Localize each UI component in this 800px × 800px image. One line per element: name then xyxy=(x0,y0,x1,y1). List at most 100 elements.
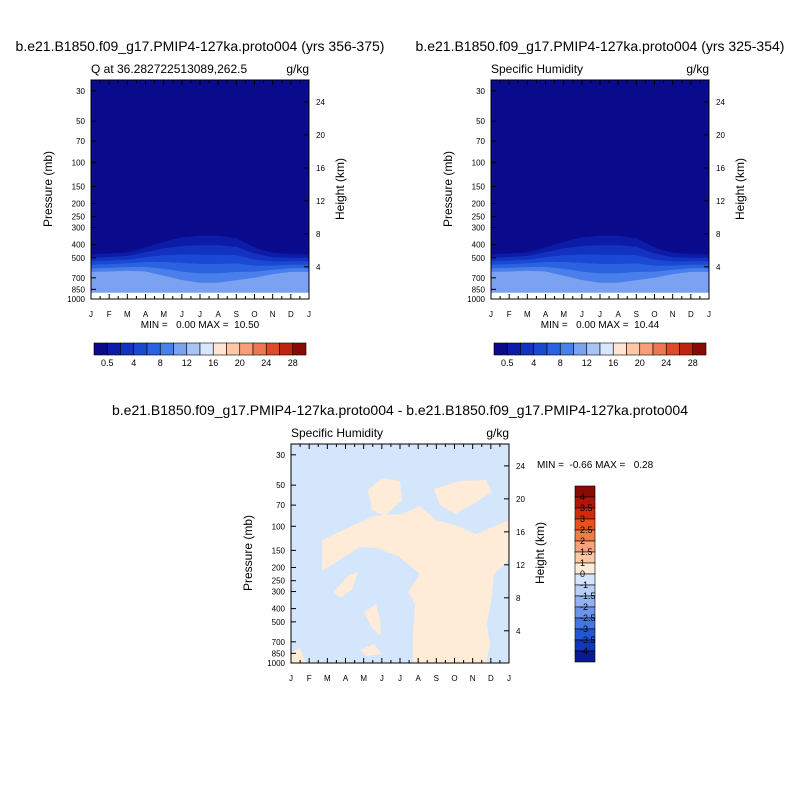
x-tick-label: M xyxy=(324,674,331,683)
colorbar-label: -2.5 xyxy=(580,613,596,623)
x-tick-label: O xyxy=(451,674,457,683)
colorbar-label: 0 xyxy=(580,569,585,579)
panel-3-left-label: Specific Humidity xyxy=(291,426,383,440)
colorbar-box xyxy=(612,342,627,356)
y-tick-label: 70 xyxy=(476,137,485,146)
x-tick-label: S xyxy=(634,310,639,319)
y-tick-label: 300 xyxy=(72,224,86,233)
colorbar-label: 4 xyxy=(131,358,136,368)
y-tick-label: 200 xyxy=(472,199,486,208)
y-tick-label: 850 xyxy=(472,285,486,294)
colorbar-label: -1.5 xyxy=(580,591,596,601)
y-tick-label: 250 xyxy=(272,577,286,586)
x-tick-label: S xyxy=(434,674,439,683)
colorbar-label: -3 xyxy=(580,624,588,634)
height-tick-label: 16 xyxy=(316,164,325,173)
contour-band xyxy=(491,270,709,294)
colorbar-label: 3 xyxy=(580,514,585,524)
x-tick-label: M xyxy=(160,310,167,319)
panel-3-colorbar: 43.532.521.510-1-1.5-2-2.5-3-3.5-4 xyxy=(574,485,596,663)
diff-positive-region xyxy=(434,480,492,514)
height-tick-label: 24 xyxy=(516,462,525,471)
colorbar-label: 24 xyxy=(661,358,671,368)
x-tick-label: J xyxy=(89,310,93,319)
y-tick-label: 30 xyxy=(476,87,485,96)
diff-positive-region xyxy=(360,644,382,656)
colorbar-box xyxy=(199,342,214,356)
colorbar-box xyxy=(212,342,227,356)
colorbar-label: 16 xyxy=(208,358,218,368)
x-tick-label: D xyxy=(688,310,694,319)
x-tick-label: J xyxy=(307,310,311,319)
colorbar-box xyxy=(186,342,201,356)
height-tick-label: 16 xyxy=(716,164,725,173)
x-tick-label: A xyxy=(415,674,421,683)
y-tick-label: 1000 xyxy=(467,295,485,304)
panel-1-colorbar: 0.5 4 8 12 16 20 24 28 xyxy=(93,342,307,368)
contour-band xyxy=(91,270,309,294)
colorbar-label: 12 xyxy=(182,358,192,368)
height-tick-label: 20 xyxy=(516,495,525,504)
x-tick-label: J xyxy=(580,310,584,319)
y-tick-label: 1000 xyxy=(267,659,285,668)
colorbar-label: 12 xyxy=(582,358,592,368)
height-tick-label: 20 xyxy=(316,131,325,140)
height-tick-label: 16 xyxy=(516,528,525,537)
colorbar-label: 3.5 xyxy=(580,503,593,513)
panel-1-axes: J F M A M J J A S O N D J 30 50 70 100 150 200 250 300 400 500… xyxy=(67,79,325,319)
colorbar-label: 28 xyxy=(288,358,298,368)
height-tick-label: 12 xyxy=(716,197,725,206)
panel-2-axes: J F M A M J J A S O N D J 30 50 70 100 150 200 250 300 400 500… xyxy=(467,79,725,319)
x-tick-label: D xyxy=(488,674,494,683)
x-tick-label: A xyxy=(343,674,349,683)
panel-2-field xyxy=(491,80,709,299)
x-tick-label: J xyxy=(380,674,384,683)
x-tick-label: N xyxy=(670,310,676,319)
panel-2-stats: MIN = 0.00 MAX = 10.44 xyxy=(541,320,660,331)
height-tick-label: 12 xyxy=(516,561,525,570)
colorbar-box xyxy=(252,342,267,356)
x-tick-label: J xyxy=(507,674,511,683)
colorbar-label: 20 xyxy=(635,358,645,368)
colorbar-box xyxy=(652,342,667,356)
colorbar-label: 4 xyxy=(531,358,536,368)
height-tick-label: 4 xyxy=(516,627,521,636)
y-tick-label: 150 xyxy=(472,182,486,191)
y-tick-label: 50 xyxy=(476,117,485,126)
x-tick-label: J xyxy=(489,310,493,319)
colorbar-label: 2.5 xyxy=(580,525,593,535)
x-tick-label: A xyxy=(615,310,621,319)
height-tick-label: 24 xyxy=(716,98,725,107)
diff-positive-region xyxy=(334,572,358,598)
x-tick-label: M xyxy=(560,310,567,319)
x-tick-label: M xyxy=(524,310,531,319)
colorbar-box xyxy=(599,342,614,356)
panel-1-right-ylabel: Height (km) xyxy=(333,158,347,220)
height-tick-label: 24 xyxy=(316,98,325,107)
panel-3-stats: MIN = -0.66 MAX = 0.28 xyxy=(537,460,654,471)
y-tick-label: 500 xyxy=(472,254,486,263)
y-tick-label: 300 xyxy=(472,224,486,233)
colorbar-box xyxy=(520,342,535,356)
panel-1-ylabel: Pressure (mb) xyxy=(41,151,55,227)
colorbar-box xyxy=(574,650,596,663)
panel-3-axes: J F M A M J J A S O N D J 30 50 70 100 150 200 250 300 400 500… xyxy=(267,443,525,683)
y-tick-label: 400 xyxy=(72,241,86,250)
panel-3-ylabel: Pressure (mb) xyxy=(241,515,255,591)
panel-3-field xyxy=(291,444,509,663)
y-tick-label: 500 xyxy=(272,618,286,627)
height-tick-label: 8 xyxy=(716,230,721,239)
x-tick-label: F xyxy=(107,310,112,319)
y-tick-label: 30 xyxy=(76,87,85,96)
colorbar-label: 24 xyxy=(261,358,271,368)
colorbar-box xyxy=(146,342,161,356)
x-tick-label: O xyxy=(651,310,657,319)
colorbar-box xyxy=(226,342,241,356)
y-tick-label: 50 xyxy=(76,117,85,126)
panel-1-field xyxy=(91,80,309,299)
colorbar-box xyxy=(493,342,508,356)
colorbar-box xyxy=(573,342,588,356)
y-tick-label: 100 xyxy=(472,158,486,167)
height-tick-label: 4 xyxy=(316,263,321,272)
y-tick-label: 200 xyxy=(272,563,286,572)
